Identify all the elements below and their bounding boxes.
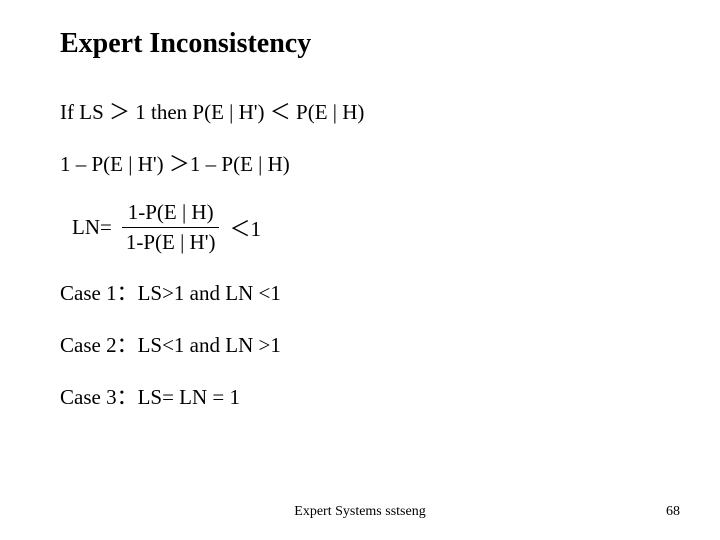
line-inequality: 1 – P(E | H') ＞1 – P(E | H) (60, 148, 660, 178)
slide-title: Expert Inconsistency (60, 28, 660, 60)
footer-text: Expert Systems sstseng (0, 504, 720, 520)
page-number: 68 (666, 504, 680, 520)
ln-fraction-row: LN= 1-P(E | H) 1-P(E | H') ＜1 (72, 200, 660, 255)
slide: Expert Inconsistency If LS ＞ 1 then P(E … (0, 0, 720, 540)
ln-label: LN= (72, 215, 112, 240)
fraction: 1-P(E | H) 1-P(E | H') (122, 200, 220, 255)
fraction-numerator: 1-P(E | H) (124, 200, 218, 227)
lt-one: ＜1 (229, 213, 261, 243)
case-2: Case 2：LS<1 and LN >1 (60, 329, 660, 359)
case-1: Case 1：LS>1 and LN <1 (60, 277, 660, 307)
fraction-denominator: 1-P(E | H') (122, 227, 220, 255)
case-3: Case 3：LS= LN = 1 (60, 381, 660, 411)
line-if-ls: If LS ＞ 1 then P(E | H') ＜ P(E | H) (60, 96, 660, 126)
